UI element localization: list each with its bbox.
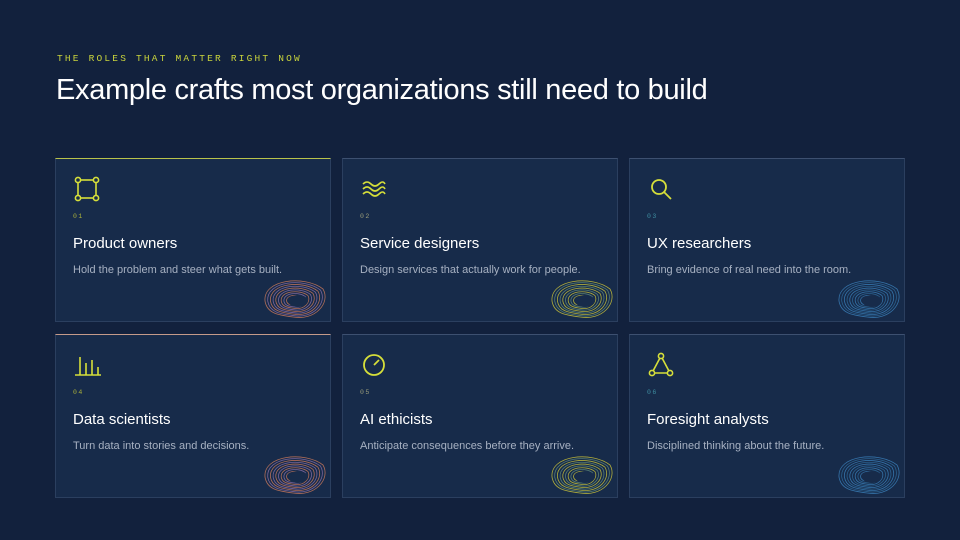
card-number: 01: [73, 213, 84, 220]
contour-decoration: [264, 280, 326, 318]
contour-decoration: [838, 280, 900, 318]
role-card: 05 AI ethicists Anticipate consequences be…: [342, 334, 618, 498]
card-title: Foresight analysts: [647, 411, 769, 428]
card-title: UX researchers: [647, 235, 752, 252]
card-number: 03: [647, 213, 658, 220]
card-number: 05: [360, 389, 371, 396]
role-icon: [360, 175, 388, 208]
card-number: 06: [647, 389, 658, 396]
role-icon: [647, 351, 675, 384]
role-card: 02 Service designers Design services that …: [342, 158, 618, 322]
role-card: 06 Foresight analysts Disciplined thinking…: [629, 334, 905, 498]
card-title: Data scientists: [73, 411, 171, 428]
role-card: 04 Data scientists Turn data into stories …: [55, 334, 331, 498]
card-title: Product owners: [73, 235, 178, 252]
card-number: 04: [73, 389, 84, 396]
role-card: 03 UX researchers Bring evidence of real n…: [629, 158, 905, 322]
card-description: Bring evidence of real need into the roo…: [647, 264, 852, 276]
eyebrow: THE ROLES THAT MATTER RIGHT NOW: [57, 53, 302, 64]
card-description: Turn data into stories and decisions.: [73, 440, 250, 452]
contour-decoration: [551, 280, 613, 318]
slide-title: Example crafts most organizations still …: [56, 74, 708, 106]
contour-decoration: [264, 456, 326, 494]
role-card: 01 Product owners Hold the problem and ste…: [55, 158, 331, 322]
card-description: Hold the problem and steer what gets bui…: [73, 264, 283, 276]
contour-decoration: [551, 456, 613, 494]
role-icon: [360, 351, 388, 384]
contour-decoration: [838, 456, 900, 494]
card-title: Service designers: [360, 235, 480, 252]
card-title: AI ethicists: [360, 411, 433, 428]
card-description: Anticipate consequences before they arri…: [360, 440, 575, 452]
role-icon: [73, 175, 101, 208]
role-icon: [647, 175, 675, 208]
card-description: Disciplined thinking about the future.: [647, 440, 825, 452]
role-icon: [73, 351, 103, 384]
card-number: 02: [360, 213, 371, 220]
card-description: Design services that actually work for p…: [360, 264, 581, 276]
